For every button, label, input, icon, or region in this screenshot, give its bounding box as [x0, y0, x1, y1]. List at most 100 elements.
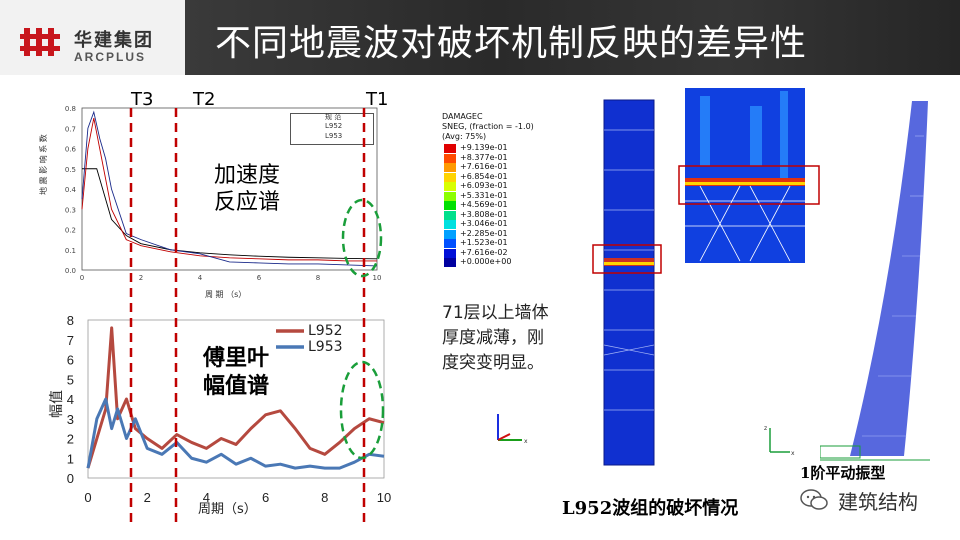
svg-text:x: x [524, 438, 528, 445]
bottom-y-tick-label: 6 [67, 353, 74, 368]
top-x-tick-label: 4 [198, 274, 203, 282]
damage-legend-value: +9.139e-01 [460, 143, 508, 152]
damage-legend-value: +8.377e-01 [460, 152, 508, 162]
bottom-x-tick-label: 10 [377, 490, 391, 505]
top-y-tick-label: 0.1 [65, 247, 76, 255]
damage-legend-value: +1.523e-01 [460, 238, 508, 247]
top-y-tick-label: 0.8 [65, 105, 76, 113]
bottom-x-tick-label: 8 [321, 490, 328, 505]
note-line3: 度突变明显。 [442, 353, 544, 373]
axis-triad-icon: x [497, 414, 528, 445]
top-y-tick-label: 0.4 [65, 186, 77, 194]
logo-chinese-name: 华建集团 [74, 30, 154, 51]
bottom-series-line-L952 [86, 326, 385, 469]
bottom-x-tick-label: 0 [84, 490, 91, 505]
note-line2: 厚度减薄，刚 [442, 328, 544, 348]
damage-legend-value: +6.093e-01 [460, 181, 508, 190]
damage-legend-swatch [444, 229, 456, 239]
bottom-x-axis-label: 周期（s） [198, 502, 257, 517]
response-spectrum-chart: 0.8 0.7 0.6 0.5 0.4 0.3 0.2 0.1 0.0 0 2 4 6 8 10 [65, 105, 382, 282]
mode-axis-icon: z x [764, 425, 795, 457]
damage-legend-subtitle: SNEG, (fraction = -1.0) [442, 122, 534, 131]
damage-legend-swatch [444, 220, 456, 229]
bottom-y-axis-label: 幅值 [49, 390, 65, 418]
marker-label-t1: T1 [366, 89, 389, 110]
bottom-y-tick-label: 8 [67, 313, 74, 328]
bottom-y-tick-label: 7 [67, 333, 74, 348]
title-banner [185, 0, 960, 75]
damage-legend-value: +5.331e-01 [460, 190, 508, 200]
bottom-annotation-line2: 幅值谱 [203, 374, 270, 399]
top-x-tick-label: 6 [257, 274, 262, 282]
top-y-tick-label: 0.3 [65, 206, 76, 214]
damage-legend-swatch [444, 258, 456, 267]
top-y-tick-label: 0.5 [65, 166, 76, 174]
top-annotation-line2: 反应谱 [214, 190, 281, 215]
damage-legend: DAMAGEC SNEG, (fraction = -1.0) (Avg: 75… [430, 96, 580, 267]
damage-legend-value: +0.000e+00 [460, 257, 512, 266]
bottom-x-tick-label: 4 [203, 490, 210, 505]
top-y-axis-label: 地 震 影 响 系 数 [39, 134, 48, 195]
damage-tower-model [603, 99, 655, 466]
bottom-y-tick-label: 1 [67, 451, 74, 466]
top-x-tick-label: 2 [139, 274, 143, 282]
damage-legend-swatch [444, 248, 456, 258]
top-x-tick-label: 10 [373, 274, 382, 282]
top-series-line-L952 [81, 118, 377, 262]
top-y-tick-label: 0.2 [65, 227, 76, 235]
bottom-legend-item-l952: L952 [308, 323, 343, 339]
top-legend-item-code: 规 范 [325, 113, 342, 121]
page-title: 不同地震波对破坏机制反映的差异性 [215, 23, 808, 64]
top-series-line-L953 [81, 110, 378, 267]
damage-legend-swatch [444, 201, 456, 210]
top-x-tick-label: 8 [316, 274, 320, 282]
top-legend-item-l953: L953 [325, 132, 343, 140]
top-series-line-规范 [82, 168, 378, 260]
damage-legend-swatch [444, 182, 456, 191]
damage-legend-title: DAMAGEC [442, 112, 483, 121]
svg-text:x: x [791, 450, 795, 457]
top-legend [290, 113, 374, 145]
wechat-icon [800, 489, 828, 510]
bottom-annotation-line1: 傅里叶 [203, 346, 270, 371]
marker-label-t3: T3 [131, 89, 154, 110]
damage-detail-zoom [685, 88, 805, 263]
bottom-series-line-L953 [86, 397, 385, 470]
damage-legend-value: +3.046e-01 [460, 219, 508, 228]
top-y-tick-label: 0.0 [65, 267, 76, 275]
mode-shape-model [820, 101, 930, 461]
bottom-y-tick-label: 3 [67, 412, 74, 427]
damage-legend-value: +7.616e-02 [460, 247, 508, 257]
damage-legend-value: +7.616e-01 [460, 162, 508, 171]
mode-shape-caption: 1阶平动振型 [800, 464, 886, 482]
damage-legend-value: +2.285e-01 [460, 228, 508, 238]
bottom-y-tick-label: 5 [67, 372, 74, 387]
bottom-legend-item-l953: L953 [308, 339, 343, 355]
damage-legend-swatch [444, 172, 456, 182]
damage-legend-swatch [444, 163, 456, 172]
detail-zoom-highlight [678, 165, 820, 205]
damage-legend-value: +4.569e-01 [460, 200, 508, 209]
watermark-text: 建筑结构 [838, 490, 918, 514]
damage-legend-swatch [444, 239, 456, 248]
damage-legend-value: +3.808e-01 [460, 209, 508, 219]
logo-english-name: ARCPLUS [74, 50, 147, 64]
top-x-tick-label: 0 [80, 274, 84, 282]
damage-legend-swatch [444, 144, 456, 153]
damage-legend-avg: (Avg: 75%) [442, 132, 487, 141]
top-y-tick-label: 0.6 [65, 146, 77, 154]
marker-label-t2: T2 [193, 89, 216, 110]
svg-text:z: z [764, 425, 767, 432]
damage-legend-swatch [444, 153, 456, 163]
bottom-x-tick-label: 6 [262, 490, 269, 505]
damage-legend-swatch [444, 210, 456, 220]
damage-caption: L952波组的破坏情况 [562, 498, 739, 519]
top-x-axis-label: 周 期 （s） [205, 290, 247, 299]
damage-zone-highlight [592, 244, 662, 274]
bottom-y-tick-label: 4 [67, 392, 74, 407]
bottom-x-tick-label: 2 [144, 490, 151, 505]
top-y-tick-label: 0.7 [65, 125, 76, 133]
arcplus-logo-icon [20, 28, 60, 56]
top-plot-frame [81, 107, 378, 271]
note-line1: 71层以上墙体 [442, 303, 549, 323]
